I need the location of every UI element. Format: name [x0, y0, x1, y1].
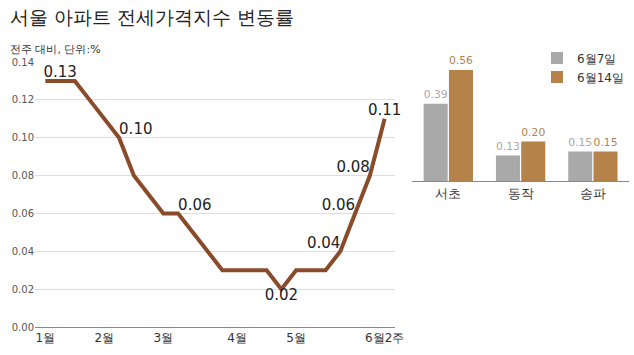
svg-text:6월14일: 6월14일 — [577, 71, 624, 85]
svg-text:0.15: 0.15 — [594, 136, 618, 149]
svg-text:0.10: 0.10 — [119, 120, 152, 138]
svg-text:0.08: 0.08 — [12, 170, 34, 181]
svg-text:0.00: 0.00 — [12, 322, 34, 333]
svg-text:0.06: 0.06 — [178, 196, 211, 214]
svg-text:5월: 5월 — [286, 331, 306, 345]
svg-text:3월: 3월 — [154, 331, 174, 345]
svg-text:0.06: 0.06 — [322, 196, 355, 214]
svg-text:0.10: 0.10 — [12, 132, 34, 143]
svg-text:0.08: 0.08 — [336, 158, 369, 176]
svg-text:0.11: 0.11 — [368, 101, 401, 119]
svg-text:0.13: 0.13 — [496, 140, 520, 153]
svg-text:0.39: 0.39 — [424, 88, 448, 101]
svg-text:0.02: 0.02 — [12, 284, 34, 295]
svg-text:0.15: 0.15 — [568, 136, 592, 149]
svg-text:4월: 4월 — [227, 331, 247, 345]
svg-text:0.06: 0.06 — [12, 208, 34, 219]
svg-text:서울 아파트 전세가격지수 변동률: 서울 아파트 전세가격지수 변동률 — [10, 6, 294, 28]
svg-text:2월: 2월 — [95, 331, 115, 345]
svg-text:0.02: 0.02 — [265, 286, 298, 304]
svg-text:0.56: 0.56 — [449, 54, 473, 67]
svg-text:1월: 1월 — [36, 331, 56, 345]
svg-text:6월2주: 6월2주 — [365, 331, 404, 345]
svg-text:0.13: 0.13 — [43, 63, 76, 81]
svg-text:전주 대비, 단위:%: 전주 대비, 단위:% — [10, 43, 101, 56]
svg-text:0.04: 0.04 — [12, 246, 34, 257]
svg-text:0.04: 0.04 — [307, 234, 340, 252]
svg-text:0.14: 0.14 — [12, 57, 34, 68]
svg-text:6월7일: 6월7일 — [577, 52, 616, 66]
svg-text:서초: 서초 — [435, 186, 461, 201]
svg-text:0.20: 0.20 — [521, 126, 545, 139]
svg-text:송파: 송파 — [580, 186, 606, 201]
svg-text:0.12: 0.12 — [12, 94, 34, 105]
svg-text:동작: 동작 — [508, 186, 534, 201]
